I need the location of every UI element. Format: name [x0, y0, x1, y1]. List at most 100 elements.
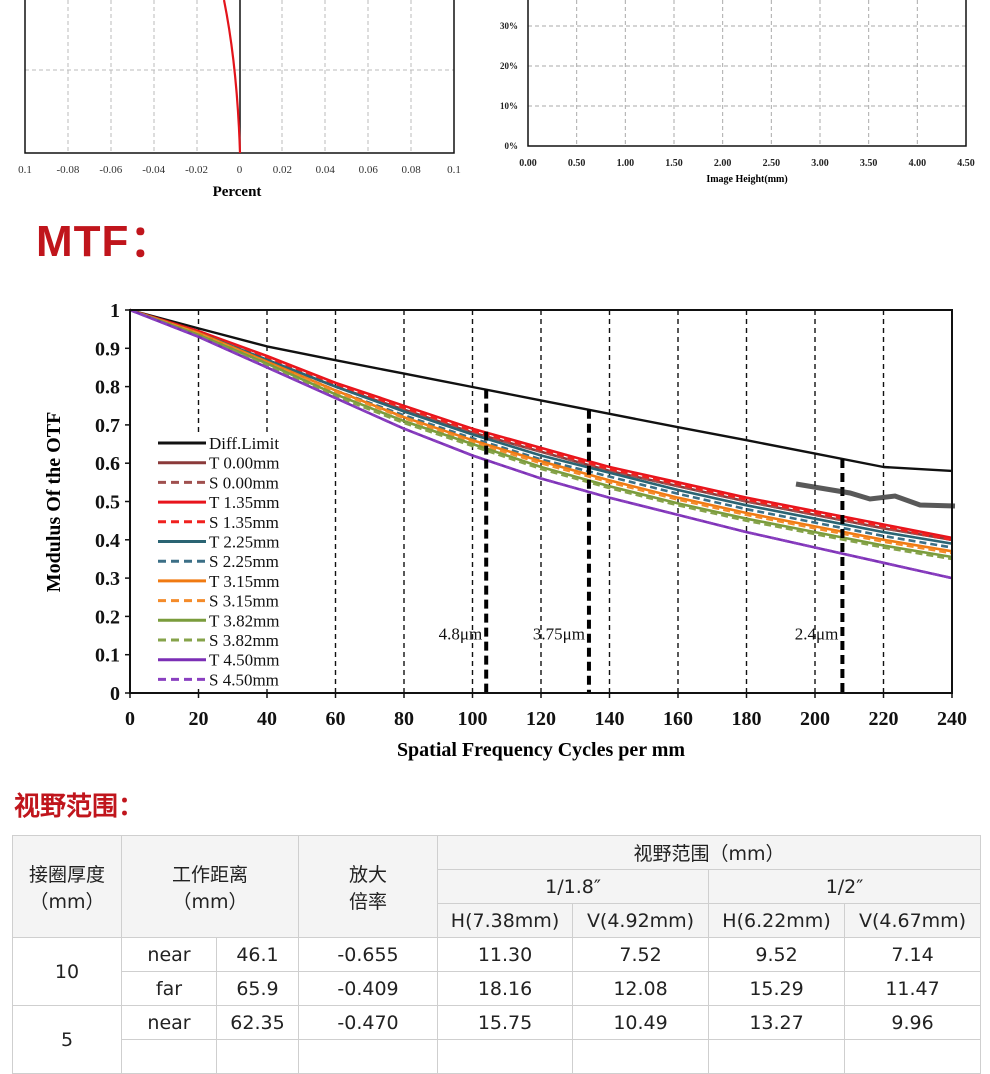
distortion-x-tick-label: 0.06: [359, 164, 379, 176]
mtf-marker-label: 4.8μm: [439, 624, 483, 643]
magnification-cell: -0.655: [298, 937, 439, 972]
mtf-legend-label: S 4.50mm: [209, 670, 279, 689]
table-row: [13, 1039, 982, 1074]
mtf-series-line: [129, 308, 953, 561]
illumination-x-tick-label: 4.00: [909, 158, 927, 169]
magnification-cell: -0.470: [298, 1005, 439, 1040]
ring-thickness-cell: 5: [12, 1005, 122, 1074]
mtf-legend-label: T 4.50mm: [209, 651, 280, 670]
header-col-h-1-1-8: H(7.38mm): [437, 903, 574, 938]
mtf-y-tick-label: 0.5: [95, 492, 120, 514]
illumination-x-tick-label: 2.50: [763, 158, 781, 169]
mtf-chart-markers: 4.8μm 3.75μm 2.4μm: [439, 389, 845, 693]
mtf-x-tick-label: 160: [663, 708, 693, 730]
mtf-legend-label: S 1.35mm: [209, 513, 279, 532]
fov-value-cell: 13.27: [708, 1005, 846, 1040]
mtf-y-tick-label: 0.3: [95, 568, 120, 590]
mtf-chart-ylabel: Modulus Of the OTF: [43, 412, 65, 593]
mtf-x-tick-label: 0: [125, 708, 135, 730]
mtf-legend-label: T 0.00mm: [209, 454, 280, 473]
header-sensor-1-1-8: 1/1.8″: [437, 869, 710, 904]
magnification-cell: -0.409: [298, 971, 439, 1006]
illumination-chart-xlabel: Image Height(mm): [706, 174, 787, 185]
mtf-marker-label: 2.4μm: [795, 624, 839, 643]
mtf-y-tick-label: 0.2: [95, 606, 120, 628]
header-distance-label: 工作距离: [172, 863, 249, 886]
mtf-y-tick-label: 0.6: [95, 453, 120, 475]
fov-value-cell: 11.47: [844, 971, 982, 1006]
illumination-chart-frame: [527, 0, 967, 147]
mtf-section-title: MTF：: [36, 217, 175, 266]
header-working-distance: 工作距离 （mm）: [120, 835, 300, 938]
mtf-x-tick-label: 40: [257, 708, 277, 730]
distortion-x-tick-label: -0.04: [142, 164, 165, 176]
mtf-y-tick-label: 0.4: [95, 530, 120, 552]
distortion-x-tick-label: -0.02: [185, 164, 208, 176]
mtf-series-line: [129, 308, 953, 545]
fov-value-cell: 7.52: [572, 937, 710, 972]
illumination-y-tick-label: 20%: [500, 61, 518, 71]
fov-table: 接圈厚度 （mm） 工作距离 （mm） 放大 倍率 视野范围（mm） 1/1.8…: [12, 835, 982, 1074]
distortion-chart-grid: [25, 0, 454, 153]
illumination-x-tick-label: 3.50: [860, 158, 878, 169]
mtf-chart-series: [129, 308, 953, 580]
illumination-chart-y-ticks: 30% 20% 10% 0%: [500, 21, 518, 151]
mtf-x-tick-label: 240: [937, 708, 967, 730]
fov-value-cell: 7.14: [844, 937, 982, 972]
distortion-chart: 0.1 -0.08 -0.06 -0.04 -0.02 0 0.02 0.04 0.06 0.08…: [18, 0, 461, 200]
mtf-series-line: [129, 308, 953, 473]
position-cell: [121, 1039, 217, 1074]
fov-table-sensor-row: 1/1.8″ 1/2″: [13, 869, 982, 904]
magnification-cell: [298, 1039, 439, 1074]
mtf-series-line: [129, 308, 953, 542]
mtf-chart-y-ticks: 0 0.1 0.2 0.3 0.4 0.5 0.6 0.7 0.8 0.9 1: [95, 300, 130, 705]
mtf-marker-label: 3.75μm: [533, 624, 585, 643]
mtf-y-tick-label: 0.7: [95, 415, 120, 437]
fov-value-cell: 10.49: [572, 1005, 710, 1040]
header-mag-line1: 放大: [349, 863, 388, 886]
position-cell: near: [121, 937, 217, 972]
illumination-x-tick-label: 3.00: [811, 158, 829, 169]
fov-value-cell: 12.08: [572, 971, 710, 1006]
illumination-x-tick-label: 1.00: [617, 158, 635, 169]
mtf-x-tick-label: 140: [595, 708, 625, 730]
mtf-chart-x-ticks: 0 20 40 60 80 100 120 140 160 180 200 220 240: [125, 693, 967, 730]
distance-cell: [215, 1039, 300, 1074]
distortion-x-tick-label: -0.08: [56, 164, 79, 176]
header-col-v-1-2: V(4.67mm): [844, 903, 982, 938]
distortion-curve: [222, 0, 242, 154]
mtf-y-tick-label: 0.8: [95, 377, 120, 399]
position-cell: far: [121, 971, 217, 1006]
mtf-chart: 4.8μm 3.75μm 2.4μm 0 0.1 0.2 0.3 0.4 0.5 0.6 0.7 0…: [43, 300, 967, 761]
mtf-x-tick-label: 60: [326, 708, 346, 730]
mtf-y-tick-label: 0.1: [95, 645, 120, 667]
header-distance-unit: （mm）: [172, 890, 248, 913]
mtf-y-tick-label: 1: [110, 300, 120, 322]
fov-value-cell: 11.30: [437, 937, 574, 972]
illumination-x-tick-label: 4.50: [957, 158, 975, 169]
fov-table-header-row: 接圈厚度 （mm） 工作距离 （mm） 放大 倍率 视野范围（mm）: [12, 835, 982, 938]
mtf-legend-label: S 3.15mm: [209, 592, 279, 611]
ring-thickness-cell: 10: [12, 937, 122, 1006]
illumination-y-tick-label: 10%: [500, 101, 518, 111]
illumination-y-tick-label: 0%: [505, 141, 519, 151]
mtf-x-tick-label: 120: [526, 708, 556, 730]
mtf-legend-label: Diff.Limit: [209, 434, 279, 453]
mtf-series-line: [129, 308, 953, 559]
mtf-x-tick-label: 20: [189, 708, 209, 730]
fov-value-cell: [572, 1039, 710, 1074]
header-field-of-view: 视野范围（mm）: [437, 835, 982, 870]
mtf-x-tick-label: 80: [394, 708, 414, 730]
header-ring-thickness: 接圈厚度 （mm）: [12, 835, 122, 938]
fov-value-cell: [844, 1039, 982, 1074]
mtf-chart-scan-smudge: [795, 481, 956, 509]
mtf-x-tick-label: 220: [869, 708, 899, 730]
table-row: far 65.9 -0.409 18.16 12.08 15.29 11.47: [13, 971, 982, 1006]
illumination-x-tick-label: 0.00: [519, 158, 537, 169]
distance-cell: 65.9: [215, 971, 300, 1006]
mtf-legend-label: S 3.82mm: [209, 631, 279, 650]
distance-cell: 62.35: [215, 1005, 300, 1040]
mtf-legend-label: S 2.25mm: [209, 552, 279, 571]
header-ring-unit: （mm）: [29, 890, 105, 913]
